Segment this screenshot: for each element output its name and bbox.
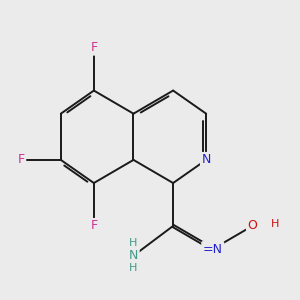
Text: F: F [90,220,98,232]
Text: O: O [248,220,257,232]
Text: H: H [129,238,138,248]
Text: H: H [129,263,138,273]
Text: F: F [18,153,25,167]
Text: =N: =N [203,243,223,256]
Text: N: N [202,153,211,167]
Text: F: F [90,41,98,54]
Text: H: H [271,219,279,229]
Text: N: N [129,249,138,262]
